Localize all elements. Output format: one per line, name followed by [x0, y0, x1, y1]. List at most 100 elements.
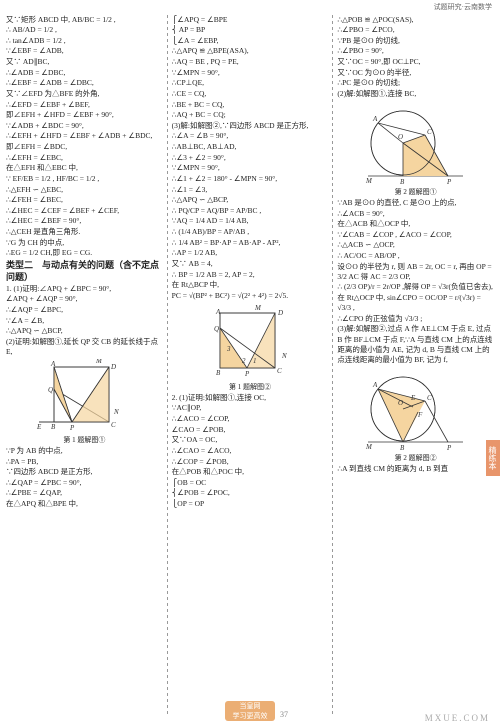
math-line: ⎧OB = OC: [172, 478, 329, 488]
math-line: ∵PB 是⊙O 的切线,: [337, 36, 494, 46]
diagram-2-1-caption: 第 2 题解图①: [337, 188, 494, 197]
math-line: ∴∠CPO 的正弦值为 √3/3 ;: [337, 314, 494, 324]
math-line: ∴∠EFD = ∠EBF + ∠BEF,: [6, 100, 163, 110]
math-line: ∴∠CAO = ∠ACO,: [172, 446, 329, 456]
svg-text:3: 3: [226, 345, 231, 353]
math-line: ∴∠ACO = ∠COP,: [172, 414, 329, 424]
math-line: ∴ AB/AD = 1/2 ,: [6, 25, 163, 35]
math-line: 又∵矩形 ABCD 中, AB/BC = 1/2 ,: [6, 15, 163, 25]
math-line: 在△ACB 和△OCP 中,: [337, 219, 494, 229]
math-line: ∴ (2/3 OP)/r = 2r/OP ,解得 OP = √3r(负值已舍去)…: [337, 282, 494, 292]
math-line: ∴△POB ≌ △POC(SAS),: [337, 15, 494, 25]
svg-text:B: B: [400, 178, 405, 186]
math-line: ⎨ AP = BP: [172, 25, 329, 35]
math-line: ∴△EFH ∽ △EBC,: [6, 185, 163, 195]
diagram-1-2: QMD B3 21 PCN A: [200, 303, 300, 381]
svg-text:D: D: [277, 309, 283, 317]
math-line: ∵四边形 ABCD 是正方形,: [6, 467, 163, 477]
math-line: ∴AP = 1/2 AB,: [172, 248, 329, 258]
svg-text:P: P: [244, 370, 250, 378]
math-line: ∵∠A = ∠B,: [6, 316, 163, 326]
math-line: ∴∠AQP = ∠BPC,: [6, 305, 163, 315]
svg-text:N: N: [281, 352, 287, 360]
math-line: ⎨∠POB = ∠POC,: [172, 488, 329, 498]
svg-text:M: M: [254, 304, 262, 312]
math-line: 又∵∠EFD 为△BFE 的外角,: [6, 89, 163, 99]
column-3: ∴△POB ≌ △POC(SAS),∴∠PBO = ∠PCO,∵PB 是⊙O 的…: [337, 14, 494, 714]
svg-text:Q: Q: [214, 325, 219, 333]
math-line: ∴AB⊥BC, AB⊥AD,: [172, 142, 329, 152]
math-line: ∵∠CAB = ∠COP , ∠ACO = ∠COP,: [337, 230, 494, 240]
math-line: 在△EFH 和△EBC 中,: [6, 163, 163, 173]
svg-text:N: N: [113, 408, 119, 416]
math-line: 又∵OC 为⊙O 的半径,: [337, 68, 494, 78]
math-line: ∴PC 是⊙O 的切线;: [337, 78, 494, 88]
column-separator-1: [167, 14, 168, 714]
page-number: 37: [280, 710, 288, 719]
svg-text:A: A: [372, 381, 378, 389]
math-line: ∴∠HEC = ∠BEF = 90°,: [6, 216, 163, 226]
math-line: ∠CAO = ∠POB,: [172, 425, 329, 435]
svg-text:C: C: [277, 367, 282, 375]
svg-text:Q: Q: [48, 386, 53, 394]
diagram-1-1: AMD QEB PCN: [34, 359, 134, 434]
column-separator-2: [332, 14, 333, 714]
svg-text:A: A: [372, 115, 378, 123]
svg-text:B: B: [216, 369, 221, 377]
svg-text:C: C: [427, 128, 432, 136]
math-line: 又∵ AD∥BC,: [6, 57, 163, 67]
math-line: ∵AQ = 1/4 AD = 1/4 AB,: [172, 216, 329, 226]
math-line: ∵ EF/EB = 1/2 , HF/BC = 1/2 ,: [6, 174, 163, 184]
svg-text:1: 1: [253, 357, 257, 365]
math-line: PC = √(BP² + BC²) = √(2² + 4²) = 2√5.: [172, 291, 329, 301]
math-line: ∴ 1/4 AB² = BP·AP = AB·AP - AP²,: [172, 238, 329, 248]
math-line: ∵AB 是⊙O 的直径, C 是⊙O 上的点,: [337, 198, 494, 208]
svg-text:O: O: [398, 399, 403, 407]
math-line: (3)解:如解图②,∵四边形 ABCD 是正方形,: [172, 121, 329, 131]
math-line: ∴∠PBO = 90°,: [337, 46, 494, 56]
content-columns: 又∵矩形 ABCD 中, AB/BC = 1/2 ,∴ AB/AD = 1/2 …: [0, 14, 500, 714]
svg-text:P: P: [69, 424, 75, 432]
math-line: ∴ AC/OC = AB/OP ,: [337, 251, 494, 261]
math-line: ∴∠A = ∠B = 90°,: [172, 131, 329, 141]
math-line: ∵AC∥OP,: [172, 403, 329, 413]
diagram-1-1-caption: 第 1 题解图①: [6, 436, 163, 445]
svg-text:A: A: [215, 308, 221, 316]
math-line: ∴∠3 + ∠2 = 90°,: [172, 153, 329, 163]
math-line: 在△APQ 和△BPE 中,: [6, 499, 163, 509]
svg-text:B: B: [400, 444, 405, 452]
math-line: ∴△CEH 是直角三角形.: [6, 227, 163, 237]
side-tab: 精练本: [486, 440, 500, 476]
math-line: 设⊙O 的半径为 r, 则 AB = 2r, OC = r, 再由 OP = 3…: [337, 262, 494, 282]
math-line: ∴CP⊥QE,: [172, 78, 329, 88]
math-line: ∵G 为 CH 的中点,: [6, 238, 163, 248]
math-line: ∴AQ + BC = CQ;: [172, 110, 329, 120]
math-line: ∴PA = PB,: [6, 457, 163, 467]
math-line: ∴∠FEH = ∠BEC,: [6, 195, 163, 205]
math-line: ∴ (1/4 AB)/BP = AP/AB ,: [172, 227, 329, 237]
watermark: MXUE.COM: [425, 713, 490, 723]
svg-text:A: A: [50, 360, 56, 368]
math-line: (2)解:如解图①,连接 BC,: [337, 89, 494, 99]
math-line: ∵P 为 AB 的中点,: [6, 446, 163, 456]
math-line: (2)证明:如解图①,延长 QP 交 CB 的延长线于点 E,: [6, 337, 163, 357]
math-line: ∵∠EBF = ∠ADB,: [6, 46, 163, 56]
svg-text:M: M: [95, 359, 103, 365]
math-line: 1. (1)证明:∠APQ + ∠BPC = 90°,: [6, 284, 163, 294]
column-1: 又∵矩形 ABCD 中, AB/BC = 1/2 ,∴ AB/AD = 1/2 …: [6, 14, 163, 714]
math-line: ∴EG = 1/2 CH,即 EG = CG.: [6, 248, 163, 258]
math-line: 又∵ AB = 4,: [172, 259, 329, 269]
svg-text:O: O: [398, 133, 403, 141]
math-line: ∴∠1 = ∠3,: [172, 185, 329, 195]
math-line: ∴△APQ ≌ △BPE(ASA),: [172, 46, 329, 56]
math-line: ∵∠MPN = 90°,: [172, 163, 329, 173]
math-line: ∴∠ADB = ∠DBC,: [6, 68, 163, 78]
math-line: ∴∠1 + ∠2 = 180° - ∠MPN = 90°,: [172, 174, 329, 184]
math-line: ∴∠EFH + ∠HFD = ∠EBF + ∠ADB + ∠BDC,: [6, 131, 163, 141]
math-line: 即∠EFH = ∠BDC,: [6, 142, 163, 152]
math-line: (3)解:如解图②,过点 A 作 AE⊥CM 于点 E, 过点 B 作 BF⊥C…: [337, 324, 494, 365]
page-header: 试题研究·云南数学: [0, 0, 500, 14]
svg-text:M: M: [365, 177, 373, 185]
diagram-2-2-caption: 第 2 题解图②: [337, 454, 494, 463]
math-line: ∴A 到直线 CM 的距离为 d, B 到直: [337, 464, 494, 474]
